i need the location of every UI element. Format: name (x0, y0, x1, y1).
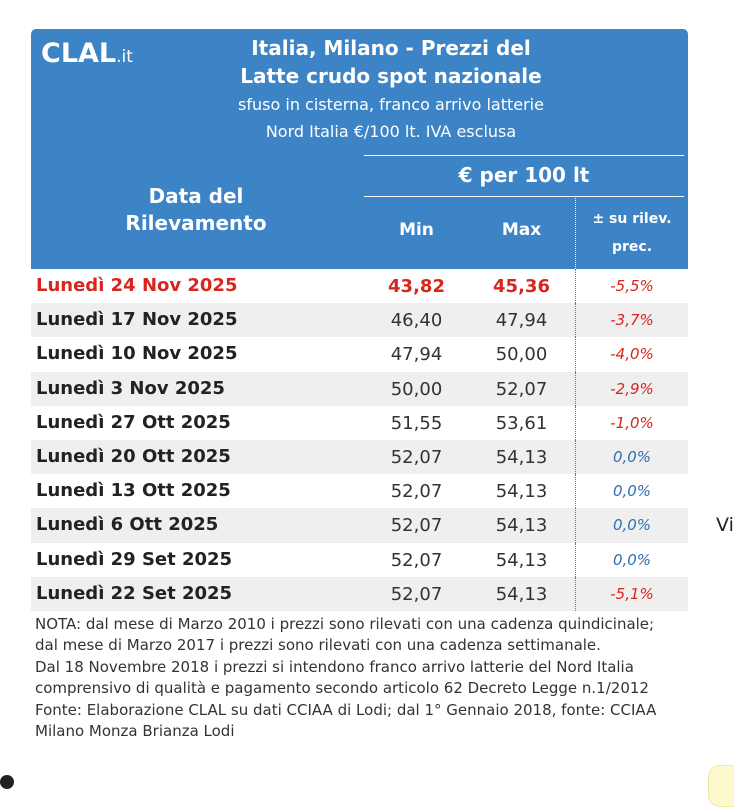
column-divider (575, 576, 576, 611)
table-row: Lunedì 13 Ott 2025 52,07 54,13 0,0% (31, 474, 688, 509)
column-divider (575, 542, 576, 577)
column-divider (575, 474, 576, 509)
table-row: Lunedì 29 Set 2025 52,07 54,13 0,0% (31, 542, 688, 577)
row-max: 54,13 (495, 549, 548, 571)
row-variation: -4,0% (610, 345, 654, 364)
column-divider (575, 269, 576, 304)
table-notes: NOTA: dal mese di Marzo 2010 i prezzi so… (31, 611, 675, 743)
column-divider (575, 405, 576, 440)
title-line-1: Italia, Milano - Prezzi del (251, 36, 531, 60)
date-column-header-line-2: Rilevamento (125, 211, 267, 235)
row-date: Lunedì 22 Set 2025 (36, 582, 233, 604)
row-variation: -1,0% (610, 413, 654, 432)
variation-header-line-2: prec. (611, 239, 653, 255)
row-max: 50,00 (495, 344, 548, 366)
variation-column-header: ± su rilev. prec. (576, 205, 688, 261)
side-text-fragment: Vi (716, 514, 734, 536)
row-date: Lunedì 17 Nov 2025 (36, 309, 238, 331)
row-variation: 0,0% (612, 516, 652, 535)
column-divider (575, 303, 576, 338)
row-max: 52,07 (495, 378, 548, 400)
row-date: Lunedì 10 Nov 2025 (36, 343, 238, 365)
row-variation: -5,1% (610, 584, 654, 603)
clal-logo[interactable]: CLAL.it (41, 38, 133, 69)
unit-header: € per 100 lt (458, 163, 590, 187)
row-variation: 0,0% (612, 482, 652, 501)
row-variation: -5,5% (610, 277, 654, 295)
row-min: 46,40 (390, 310, 443, 332)
date-column-header: Data del Rilevamento (81, 183, 311, 237)
table-row: Lunedì 22 Set 2025 52,07 54,13 -5,1% (31, 576, 688, 611)
row-max: 54,13 (495, 515, 548, 537)
column-divider (575, 371, 576, 406)
header-column-divider (575, 196, 576, 269)
row-min: 52,07 (390, 549, 443, 571)
corner-dot (0, 775, 14, 789)
table-row: Lunedì 3 Nov 2025 50,00 52,07 -2,9% (31, 371, 688, 406)
row-min: 52,07 (390, 481, 443, 503)
row-min: 52,07 (390, 446, 443, 468)
row-date: Lunedì 24 Nov 2025 (36, 275, 238, 296)
table-body: Lunedì 24 Nov 2025 43,82 45,36 -5,5% Lun… (31, 269, 688, 611)
row-variation: 0,0% (612, 447, 652, 466)
variation-header-line-1: ± su rilev. (592, 211, 672, 227)
row-min: 51,55 (390, 412, 443, 434)
price-table-card: CLAL.it Italia, Milano - Prezzi del Latt… (31, 29, 688, 743)
header-divider-bottom (364, 196, 684, 197)
row-date: Lunedì 13 Ott 2025 (36, 480, 231, 502)
row-date: Lunedì 3 Nov 2025 (36, 377, 225, 399)
row-min: 52,07 (390, 583, 443, 605)
row-min: 52,07 (390, 515, 443, 537)
row-variation: -3,7% (610, 311, 654, 330)
row-max: 53,61 (495, 412, 548, 434)
table-header: CLAL.it Italia, Milano - Prezzi del Latt… (31, 29, 688, 269)
table-row: Lunedì 6 Ott 2025 52,07 54,13 0,0% (31, 508, 688, 543)
column-divider (575, 508, 576, 543)
row-min: 50,00 (390, 378, 443, 400)
row-max: 47,94 (495, 310, 548, 332)
max-column-header: Max (501, 220, 542, 240)
row-variation: 0,0% (612, 550, 652, 569)
row-variation: -2,9% (610, 379, 654, 398)
column-divider (575, 439, 576, 475)
row-max: 54,13 (495, 583, 548, 605)
subtitle-line-2: Nord Italia €/100 lt. IVA esclusa (265, 122, 517, 141)
row-min: 47,94 (390, 344, 443, 366)
table-row: Lunedì 20 Ott 2025 52,07 54,13 0,0% (31, 439, 688, 475)
logo-brand: CLAL (41, 38, 117, 69)
table-row: Lunedì 24 Nov 2025 43,82 45,36 -5,5% (31, 269, 688, 304)
column-divider (575, 337, 576, 372)
note-source: Fonte: Elaborazione CLAL su dati CCIAA d… (35, 700, 657, 741)
row-max: 54,13 (495, 481, 548, 503)
note-delivery-terms: Dal 18 Novembre 2018 i prezzi si intendo… (35, 657, 649, 698)
row-date: Lunedì 6 Ott 2025 (36, 514, 219, 536)
logo-tld: .it (116, 47, 133, 67)
subtitle-line-1: sfuso in cisterna, franco arrivo latteri… (238, 95, 544, 114)
row-date: Lunedì 29 Set 2025 (36, 548, 233, 570)
note-frequency: NOTA: dal mese di Marzo 2010 i prezzi so… (35, 614, 655, 655)
header-divider-top (364, 155, 684, 156)
row-date: Lunedì 27 Ott 2025 (36, 411, 231, 433)
row-date: Lunedì 20 Ott 2025 (36, 445, 231, 467)
date-column-header-line-1: Data del (148, 184, 244, 208)
title-line-2: Latte crudo spot nazionale (240, 64, 542, 88)
row-max: 45,36 (493, 276, 550, 297)
corner-widget[interactable] (708, 765, 734, 807)
row-min: 43,82 (388, 276, 445, 297)
table-row: Lunedì 27 Ott 2025 51,55 53,61 -1,0% (31, 405, 688, 440)
min-column-header: Min (399, 220, 434, 240)
table-row: Lunedì 10 Nov 2025 47,94 50,00 -4,0% (31, 337, 688, 372)
row-max: 54,13 (495, 446, 548, 468)
table-row: Lunedì 17 Nov 2025 46,40 47,94 -3,7% (31, 303, 688, 338)
